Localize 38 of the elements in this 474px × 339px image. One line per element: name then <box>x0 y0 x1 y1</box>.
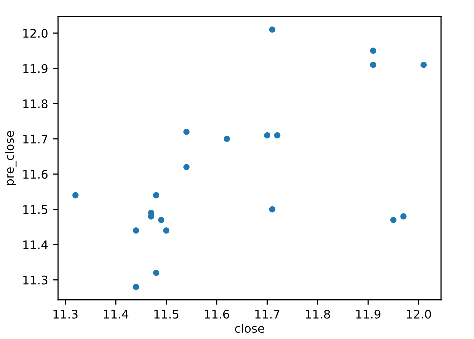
y-tick-label: 11.6 <box>24 170 48 179</box>
x-tick-label: 11.8 <box>306 310 330 319</box>
y-axis-title: pre_close <box>4 131 17 186</box>
point <box>370 62 377 68</box>
x-tick-label: 11.9 <box>356 310 381 319</box>
point <box>153 192 160 199</box>
point <box>184 164 190 170</box>
x-tick-label: 11.6 <box>205 310 230 319</box>
point <box>400 214 407 220</box>
y-tick-label: 11.9 <box>24 64 48 74</box>
y-tick-label: 11.8 <box>24 100 48 108</box>
point <box>184 128 190 136</box>
point <box>370 48 377 54</box>
x-tick-label: 11.5 <box>154 310 179 319</box>
point <box>158 217 165 224</box>
point <box>148 214 155 220</box>
point <box>133 228 140 234</box>
point <box>72 192 79 199</box>
x-tick-label: 11.4 <box>104 310 129 319</box>
y-tick-label: 11.7 <box>24 134 48 144</box>
x-tick-label: 11.3 <box>54 310 78 319</box>
x-tick-label: 12.0 <box>406 310 432 319</box>
point <box>153 270 160 276</box>
point <box>264 132 271 139</box>
point <box>390 217 397 224</box>
point <box>133 284 140 290</box>
point <box>274 132 281 139</box>
x-tick-label: 11.7 <box>256 310 280 319</box>
y-tick-label: 11.5 <box>24 205 48 214</box>
y-tick-label: 11.3 <box>24 276 48 285</box>
point <box>224 136 230 142</box>
x-axis-title: close <box>235 324 264 334</box>
y-tick-label: 11.4 <box>24 240 48 250</box>
point <box>420 62 427 68</box>
point <box>163 228 170 234</box>
point <box>269 206 276 213</box>
y-tick-label: 12.0 <box>24 29 48 38</box>
point <box>269 26 276 33</box>
